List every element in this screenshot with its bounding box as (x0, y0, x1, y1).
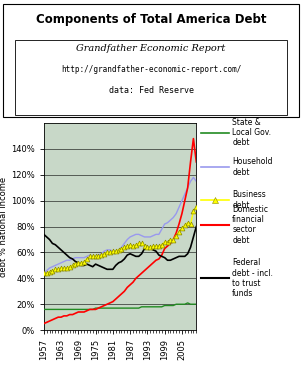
Bar (15, 40, 287, 115)
Text: Household
debt: Household debt (232, 157, 273, 176)
Text: State &
Local Gov.
debt: State & Local Gov. debt (232, 117, 271, 147)
Text: Components of Total America Debt: Components of Total America Debt (36, 13, 266, 26)
Text: http://grandfather-economic-report.com/: http://grandfather-economic-report.com/ (61, 65, 241, 74)
Text: Business
debt: Business debt (232, 190, 266, 210)
Text: Domestic
financial
sector
debt: Domestic financial sector debt (232, 205, 268, 245)
Text: Grandfather Economic Report: Grandfather Economic Report (76, 44, 226, 53)
Text: data: Fed Reserve: data: Fed Reserve (108, 86, 194, 95)
Y-axis label: debt % national income: debt % national income (0, 176, 8, 277)
Text: Federal
debt - incl.
to trust
funds: Federal debt - incl. to trust funds (232, 258, 273, 298)
